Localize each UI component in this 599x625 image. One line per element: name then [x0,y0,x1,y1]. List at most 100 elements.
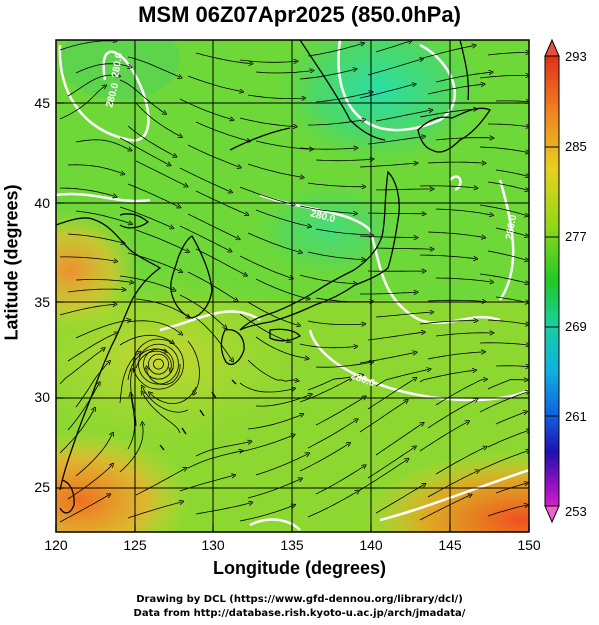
streamline [427,400,476,429]
streamline [247,163,302,177]
streamline [307,420,356,449]
streamline [359,163,416,168]
streamline [479,451,528,471]
streamline [419,495,470,521]
streamline [479,343,528,345]
streamline [67,333,117,362]
streamline [299,444,349,472]
streamline [479,273,527,283]
streamline [367,137,424,145]
streamline [487,181,527,190]
streamline [75,279,132,283]
streamline [119,275,174,290]
streamline [239,60,296,62]
streamline [427,300,484,301]
cyclone-ring [153,358,164,370]
streamline [59,409,94,454]
streamline [255,336,307,358]
streamline [67,289,124,293]
streamline [59,187,115,197]
streamline [360,292,416,294]
streamline [359,460,407,491]
streamline [135,298,188,317]
streamline [239,186,293,204]
streamline [315,466,364,495]
streamline [367,332,423,341]
streamline [119,137,169,165]
streamline [127,183,179,207]
streamline [487,430,529,448]
streamline [75,320,129,339]
streamline [67,164,123,174]
streamline [239,382,294,393]
x-tick-label: 140 [359,537,383,553]
streamline [187,271,236,300]
streamline [487,319,528,324]
map-title: MSM 06Z07Apr2025 (850.0hPa) [138,2,461,27]
streamline [67,233,123,243]
cyclone-ring [148,353,169,375]
y-tick-label: 30 [34,389,50,405]
streamline [479,392,528,413]
streamline [487,52,528,56]
streamline [195,248,246,275]
streamline [75,63,130,74]
streamline [359,353,415,364]
streamline [127,394,136,450]
streamline [307,320,364,325]
streamline [119,334,173,346]
streamline [299,205,355,214]
streamline [359,236,416,238]
cyclone-ring [138,343,179,385]
streamline [315,228,372,235]
streamline [67,75,119,97]
streamline [119,352,139,404]
streamline [195,503,251,515]
streamline [307,182,364,187]
streamline [147,364,181,386]
streamline [255,140,311,149]
colorbar-label: 269 [565,319,587,334]
streamline [135,160,186,186]
streamline [247,301,299,325]
streamline [135,469,185,496]
y-axis-label: Latitude (degrees) [1,184,22,341]
streamline [119,206,172,228]
streamline [307,491,358,518]
streamline [435,72,491,83]
streamline [427,162,484,163]
streamline [179,475,234,492]
streamline [59,256,116,261]
streamline [419,370,475,383]
streamline [75,362,109,408]
streamline [495,412,526,425]
streamline [427,84,483,95]
streamline [487,380,526,390]
streamline [127,252,181,272]
x-tick-label: 125 [123,537,147,553]
streamline [195,52,251,64]
streamline [195,121,249,141]
streamline [127,125,175,156]
streamline [315,397,365,426]
streamline [239,313,289,342]
streamline [67,384,99,431]
streamline [299,343,356,348]
streamline [247,359,297,381]
streamline [375,312,432,318]
streamline [255,454,308,476]
streamline [135,102,181,136]
contour-label: 280.0 [110,52,125,79]
streamline [315,159,372,161]
streamline [495,227,527,236]
streamline [179,167,231,192]
streamline [419,109,475,118]
streamline [419,321,476,325]
streamline [59,495,109,523]
streamline [495,101,528,102]
y-tick-label: 45 [34,95,50,111]
cyclone-ring [133,338,184,390]
streamline [119,424,143,473]
streamline [315,362,372,368]
streamline [187,451,241,469]
